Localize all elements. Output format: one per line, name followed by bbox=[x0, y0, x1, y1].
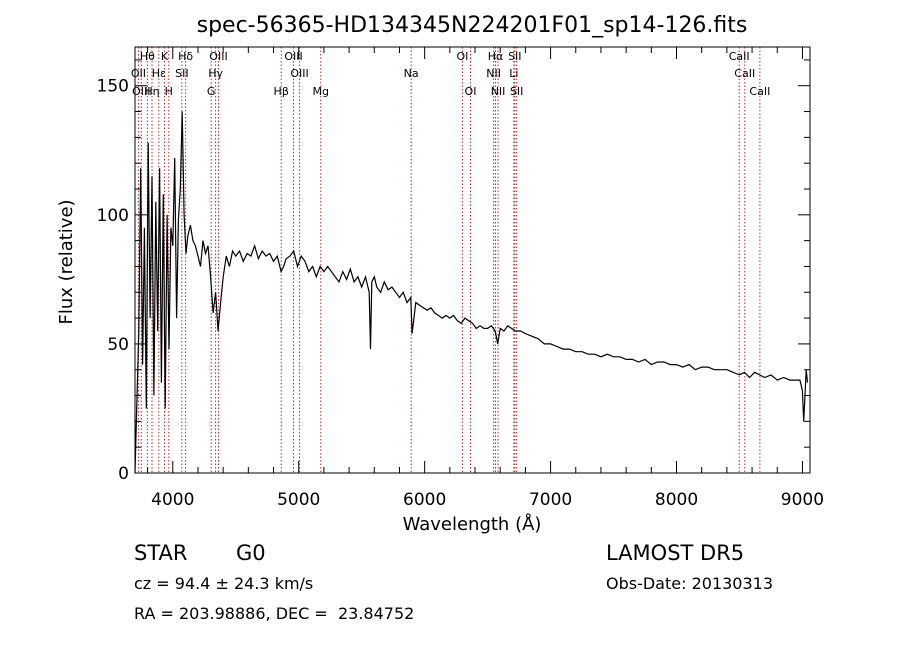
y-tick-label: 100 bbox=[97, 206, 129, 226]
x-axis-label: Wavelength (Å) bbox=[403, 513, 542, 535]
x-tick-label: 8000 bbox=[655, 490, 698, 510]
y-axis-ticks: 0 50 100 150 bbox=[97, 59, 810, 484]
survey-name: LAMOST DR5 bbox=[606, 541, 745, 565]
spectral-line-label: SII bbox=[508, 50, 521, 63]
spectral-line-label: Mg bbox=[313, 85, 329, 98]
x-tick-label: 6000 bbox=[403, 490, 446, 510]
spectral-line-label: OII bbox=[131, 67, 146, 80]
object-class: STAR bbox=[134, 541, 188, 565]
spectral-line-label: CaII bbox=[749, 85, 770, 98]
y-axis-label: Flux (relative) bbox=[56, 199, 77, 324]
spectral-line-label: Na bbox=[404, 67, 419, 80]
spectral-line-label: Hε bbox=[152, 67, 166, 80]
spectral-line-label: Hγ bbox=[208, 67, 223, 80]
x-tick-label: 5000 bbox=[277, 490, 320, 510]
x-tick-label: 4000 bbox=[151, 490, 194, 510]
spectral-line-label: OI bbox=[465, 85, 477, 98]
x-axis-ticks: 4000 5000 6000 7000 8000 9000 bbox=[147, 47, 824, 510]
spectral-line-labels: Hθ K Hδ OIII OIII OI Hα SII CaII OII Hε SII Hγ OIII NI… bbox=[131, 50, 771, 98]
spectral-line-label: OIII bbox=[284, 50, 302, 63]
spectral-line-label: OIII bbox=[209, 50, 227, 63]
spectral-line-label: SII bbox=[510, 85, 523, 98]
object-subclass: G0 bbox=[236, 541, 266, 565]
plot-frame bbox=[134, 46, 811, 474]
spectral-line-label: K bbox=[161, 50, 169, 63]
spectral-line-markers bbox=[137, 47, 761, 473]
spectral-line-label: Hθ bbox=[140, 50, 155, 63]
spectral-line-label: Hδ bbox=[178, 50, 193, 63]
y-tick-label: 0 bbox=[118, 464, 129, 484]
spectrum-line bbox=[134, 111, 809, 474]
x-tick-label: 7000 bbox=[529, 490, 572, 510]
spectral-line-label: Hβ bbox=[274, 85, 289, 98]
spectral-line-label: OIII bbox=[290, 67, 308, 80]
spectral-line-label: NII bbox=[486, 67, 501, 80]
chart-title: spec-56365-HD134345N224201F01_sp14-126.f… bbox=[197, 13, 748, 38]
spectral-line-label: CaII bbox=[729, 50, 750, 63]
spectral-line-label: H bbox=[165, 85, 173, 98]
spectral-line-label: CaII bbox=[734, 67, 755, 80]
spectral-line-label: OIII bbox=[132, 85, 150, 98]
coordinates: RA = 203.98886, DEC = 23.84752 bbox=[134, 604, 415, 623]
redshift-cz: cz = 94.4 ± 24.3 km/s bbox=[134, 574, 314, 593]
y-tick-label: 50 bbox=[107, 335, 129, 355]
spectral-line-label: Li bbox=[509, 67, 518, 80]
spectral-line-label: OI bbox=[456, 50, 468, 63]
x-tick-label: 9000 bbox=[781, 490, 824, 510]
obs-date: Obs-Date: 20130313 bbox=[606, 574, 774, 593]
spectral-line-label: NII bbox=[491, 85, 506, 98]
spectral-line-label: SII bbox=[175, 67, 188, 80]
spectral-line-label: G bbox=[207, 85, 216, 98]
spectral-line-label: Hη bbox=[144, 85, 159, 98]
y-tick-label: 150 bbox=[97, 77, 129, 97]
spectral-line-label: Hα bbox=[488, 50, 504, 63]
